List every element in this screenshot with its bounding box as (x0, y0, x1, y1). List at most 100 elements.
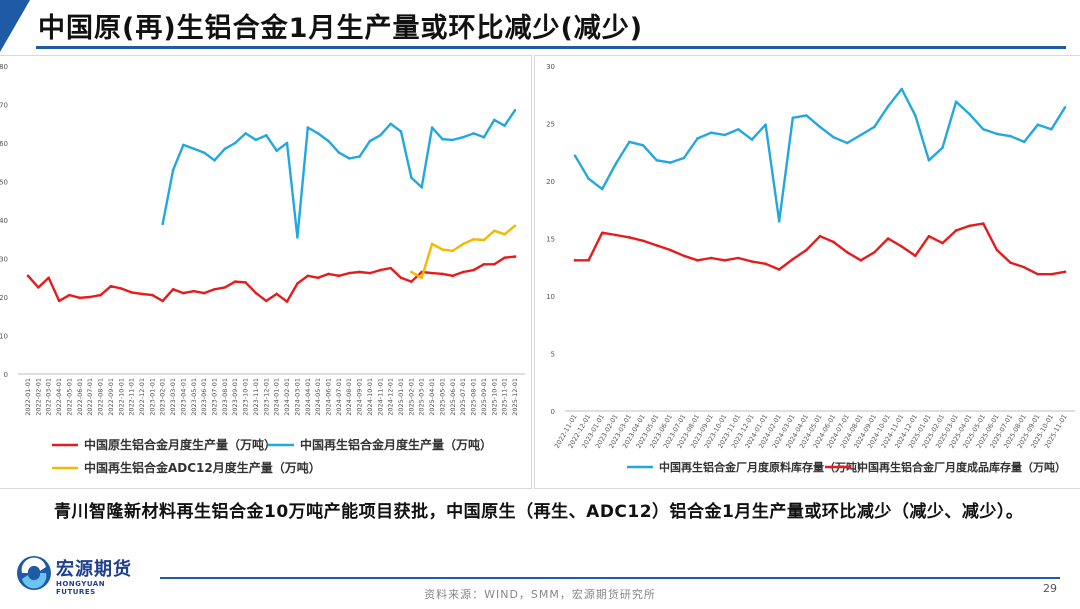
series-line-0 (573, 87, 1067, 223)
data-point (306, 126, 310, 129)
data-point (275, 292, 278, 296)
footer-rule (160, 577, 1060, 579)
data-point (668, 161, 672, 164)
x-tick-label: 2024-10-01 (366, 378, 374, 416)
x-tick-label: 2023-03-01 (169, 378, 177, 416)
data-point (503, 256, 506, 260)
data-point (161, 222, 165, 226)
title-accent-triangle (0, 0, 30, 52)
data-point (791, 116, 795, 120)
x-tick-label: 2025-10-01 (490, 378, 498, 416)
data-point (182, 291, 185, 295)
data-point (927, 234, 931, 238)
x-tick-label: 2024-12-01 (387, 378, 395, 416)
data-point (182, 143, 185, 147)
data-point (668, 248, 672, 252)
data-point (451, 138, 455, 142)
y-tick-label: 60 (0, 140, 8, 148)
y-tick-label: 30 (0, 256, 8, 264)
data-point (316, 276, 320, 280)
x-tick-label: 2023-08-01 (221, 378, 229, 416)
series-line-0 (27, 255, 516, 303)
data-point (461, 270, 465, 274)
x-tick-label: 2022-06-01 (76, 378, 84, 416)
x-tick-label: 2024-09-01 (356, 378, 364, 416)
data-point (99, 293, 102, 297)
data-point (265, 299, 268, 303)
x-tick-label: 2023-12-01 (262, 378, 270, 416)
legend-label: 中国再生铝合金ADC12月度生产量（万吨） (84, 460, 321, 475)
data-point (1063, 270, 1067, 274)
data-point (587, 177, 590, 180)
data-point (600, 187, 604, 191)
x-tick-label: 2023-10-01 (242, 378, 250, 416)
x-tick-label: 2025-02-01 (407, 378, 415, 416)
data-point (254, 291, 258, 295)
data-point (913, 114, 917, 117)
data-point (845, 251, 849, 254)
data-point (244, 132, 247, 135)
data-point (696, 259, 699, 262)
data-point (68, 293, 71, 297)
data-point (410, 280, 413, 283)
data-point (503, 232, 506, 236)
data-point (859, 259, 863, 262)
data-point (441, 248, 444, 251)
data-point (265, 134, 268, 137)
data-point (430, 126, 434, 129)
data-point (1022, 265, 1026, 269)
x-tick-label: 2024-04-01 (304, 378, 312, 416)
data-point (886, 237, 890, 240)
data-point (482, 238, 486, 242)
x-tick-label: 2025-08-01 (470, 378, 478, 416)
data-point (275, 149, 278, 152)
data-point (968, 224, 972, 228)
data-point (441, 137, 444, 141)
data-point (461, 242, 465, 246)
data-point (254, 138, 258, 142)
x-tick-label: 2025-04-01 (428, 378, 436, 416)
data-point (513, 108, 517, 112)
data-point (327, 139, 330, 143)
data-point (954, 100, 958, 103)
data-point (78, 296, 82, 300)
data-point (709, 131, 713, 134)
data-point (886, 104, 890, 108)
data-point (954, 229, 958, 232)
data-point (1036, 272, 1040, 276)
data-point (420, 276, 424, 280)
data-point (130, 291, 133, 294)
data-point (26, 274, 30, 278)
x-tick-label: 2023-01-01 (148, 378, 156, 416)
x-tick-label: 2022-10-01 (117, 378, 125, 416)
data-point (213, 159, 216, 162)
data-point (832, 136, 835, 139)
data-point (378, 134, 382, 137)
data-point (430, 271, 434, 275)
data-point (941, 146, 944, 149)
x-tick-label: 2022-08-01 (97, 378, 105, 416)
x-tick-label: 2022-12-01 (138, 378, 146, 416)
data-point (347, 271, 351, 275)
data-point (587, 259, 590, 262)
data-point (482, 262, 486, 266)
data-point (900, 245, 903, 248)
data-point (337, 274, 341, 278)
data-point (109, 284, 113, 288)
x-tick-label: 2022-07-01 (86, 378, 94, 416)
data-point (430, 242, 434, 246)
data-point (832, 240, 835, 244)
data-point (451, 274, 455, 278)
data-point (805, 248, 808, 252)
x-tick-label: 2023-07-01 (211, 378, 219, 416)
data-point (410, 176, 413, 179)
data-point (859, 133, 863, 137)
data-point (389, 266, 392, 270)
data-point (368, 271, 372, 275)
y-tick-label: 10 (0, 333, 8, 341)
data-point (1050, 272, 1053, 276)
data-point (441, 272, 444, 276)
page-number: 29 (1043, 582, 1057, 595)
page-title: 中国原(再)生铝合金1月生产量或环比减少(减少) (38, 13, 644, 44)
x-tick-label: 2023-06-01 (200, 378, 208, 416)
